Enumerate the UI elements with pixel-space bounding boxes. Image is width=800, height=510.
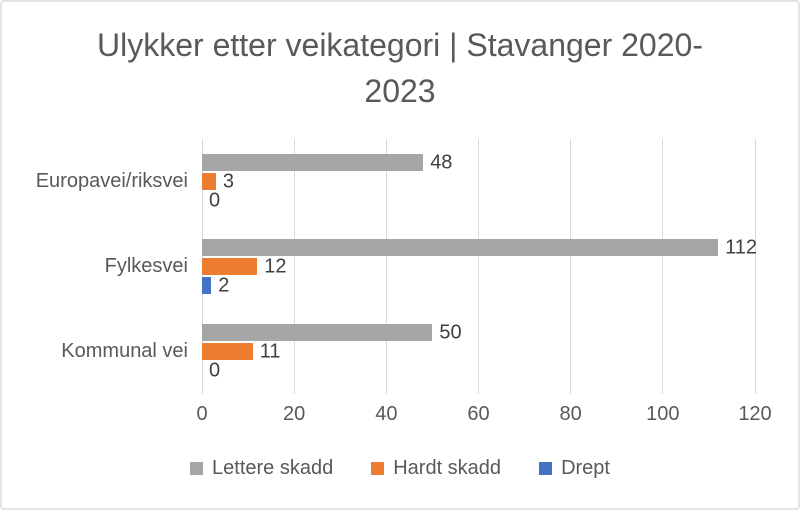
category-group-europavei-riksvei: Europavei/riksvei 48 3 0	[36, 139, 755, 224]
x-tick-label: 40	[375, 403, 398, 425]
legend-item-drept: Drept	[539, 457, 610, 480]
x-tick-label: 0	[196, 403, 208, 425]
bar-row: 3	[202, 170, 755, 192]
bar-group: 112 12 2	[202, 236, 758, 296]
data-label: 11	[259, 340, 281, 362]
category-label: Kommunal vei	[61, 340, 188, 362]
category-label: Europavei/riksvei	[35, 170, 188, 192]
legend-item-hardt-skadd: Hardt skadd	[371, 457, 501, 480]
plot-area: Europavei/riksvei 48 3 0 Fylkesvei 112 12 2 Komm…	[36, 139, 758, 394]
x-tick-label: 60	[467, 403, 490, 425]
legend-item-lettere-skadd: Lettere skadd	[190, 457, 333, 480]
data-label: 2	[218, 274, 230, 296]
bar-group: 50 11 0	[202, 321, 755, 381]
data-label: 0	[209, 359, 221, 381]
gridline	[570, 139, 572, 394]
legend: Lettere skadd Hardt skadd Drept	[2, 457, 798, 480]
legend-swatch-hardt-skadd	[371, 462, 385, 475]
data-label: 0	[209, 189, 221, 211]
bar-drept-fylkesvei	[202, 277, 212, 294]
bar-group: 48 3 0	[202, 151, 755, 211]
bar-lettere-skadd-kommunal-vei	[202, 324, 433, 341]
x-tick-label: 120	[738, 403, 772, 425]
x-tick-label: 80	[559, 403, 582, 425]
chart-title: Ulykker etter veikategori | Stavanger 20…	[97, 27, 703, 110]
category-group-kommunal-vei: Kommunal vei 50 11 0	[61, 309, 755, 394]
bar-row: 2	[202, 274, 755, 296]
gridline	[754, 139, 756, 394]
legend-swatch-lettere-skadd	[190, 462, 204, 475]
gridline	[662, 139, 664, 394]
bar-row: 112	[202, 236, 758, 258]
gridline	[478, 139, 479, 394]
category-group-fylkesvei: Fylkesvei 112 12 2	[105, 224, 758, 309]
gridline	[385, 139, 387, 394]
bar-hardt-skadd-kommunal-vei	[202, 343, 253, 360]
data-label: 50	[439, 321, 462, 343]
data-label: 12	[264, 255, 287, 277]
data-label: 112	[725, 236, 758, 258]
x-axis: 0 20 40 60 80 100 120	[196, 403, 771, 431]
bar-hardt-skadd-europavei-riksvei	[202, 173, 216, 190]
bar-row: 48	[202, 151, 755, 173]
gridline	[293, 139, 295, 394]
x-tick-label: 20	[283, 403, 306, 425]
bar-lettere-skadd-fylkesvei	[202, 239, 719, 256]
legend-swatch-drept	[539, 462, 553, 475]
bar-row: 12	[202, 255, 755, 277]
legend-label: Hardt skadd	[393, 457, 502, 479]
data-label: 3	[222, 170, 234, 192]
bar-lettere-skadd-europavei-riksvei	[202, 154, 424, 171]
bar-row: 50	[202, 321, 755, 343]
legend-label: Lettere skadd	[212, 457, 334, 479]
legend-label: Drept	[561, 457, 610, 479]
bar-row: 0	[202, 189, 755, 211]
bar-row: 11	[202, 340, 755, 362]
data-label: 48	[430, 151, 453, 173]
bar-row: 0	[202, 359, 755, 381]
category-label: Fylkesvei	[104, 255, 188, 277]
bar-hardt-skadd-fylkesvei	[202, 258, 258, 275]
x-tick-label: 100	[646, 403, 680, 425]
